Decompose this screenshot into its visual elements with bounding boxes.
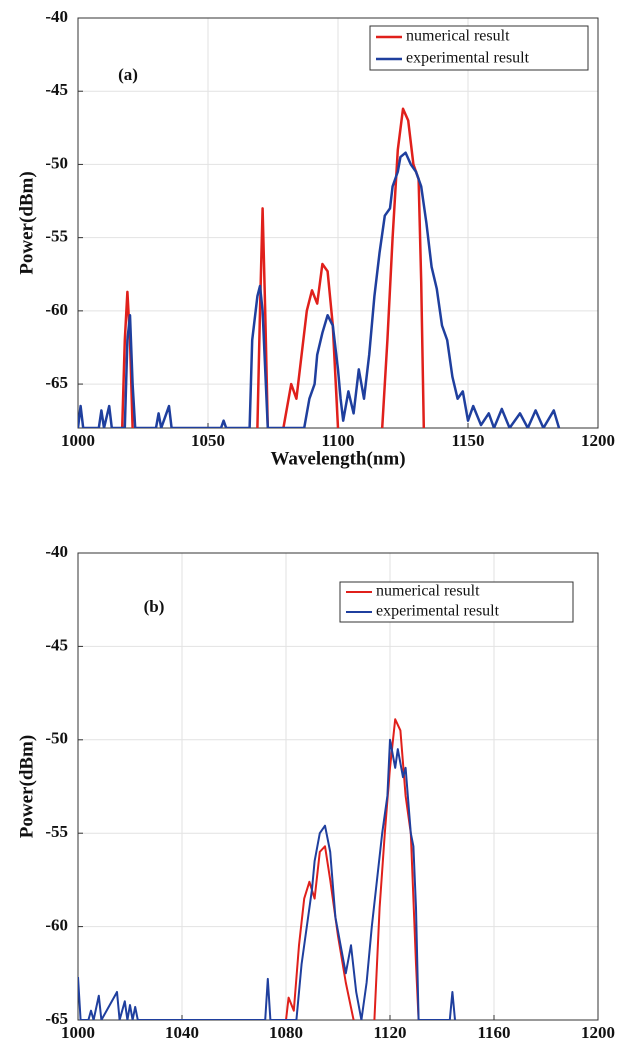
y-tick-label: -40 xyxy=(45,542,68,561)
x-tick-label: 1200 xyxy=(581,1023,615,1042)
y-tick-label: -50 xyxy=(45,729,68,748)
x-tick-label: 1160 xyxy=(477,1023,510,1042)
y-axis-label: Power(dBm) xyxy=(16,171,37,274)
chart: 1000 1040 1080 1120 1160 1200 -40 -45 -50 -55 -60 -… xyxy=(16,542,615,1042)
x-tick-label: 1000 xyxy=(61,431,95,450)
x-tick-label: 1000 xyxy=(61,1023,95,1042)
y-tick-label: -45 xyxy=(45,635,68,654)
legend-box xyxy=(369,25,589,71)
legend-label: experimental result xyxy=(406,50,530,67)
annotation: (a) xyxy=(118,65,138,84)
legend-label: numerical result xyxy=(406,28,510,45)
annotation: (b) xyxy=(144,597,165,616)
y-tick-label: -45 xyxy=(45,80,68,99)
x-tick-label: 1050 xyxy=(191,431,225,450)
y-tick-label: -40 xyxy=(45,7,68,26)
x-axis-label: Wavelength(nm) xyxy=(270,1040,405,1042)
legend-label: experimental result xyxy=(376,603,500,620)
x-tick-label: 1150 xyxy=(451,431,484,450)
y-tick-label: -55 xyxy=(45,822,68,841)
data-line xyxy=(78,738,456,1020)
legend-box xyxy=(339,581,574,623)
y-tick-label: -60 xyxy=(45,916,68,935)
data-line xyxy=(120,107,426,428)
x-tick-label: 1040 xyxy=(165,1023,199,1042)
x-tick-label: 1080 xyxy=(269,1023,303,1042)
data-line xyxy=(78,151,561,428)
y-tick-label: -50 xyxy=(45,153,68,172)
data-line xyxy=(285,718,420,1020)
chart: 1000 1050 1100 1150 1200 -40 -45 -50 -55 -60 -65 Wa… xyxy=(16,7,615,469)
x-tick-label: 1120 xyxy=(373,1023,406,1042)
legend-label: numerical result xyxy=(376,583,480,600)
y-tick-label: -55 xyxy=(45,227,68,246)
y-tick-label: -65 xyxy=(45,1009,68,1028)
y-axis-label: Power(dBm) xyxy=(16,735,37,838)
plot-frame xyxy=(77,552,599,1021)
x-axis-label: Wavelength(nm) xyxy=(270,448,405,469)
x-tick-label: 1100 xyxy=(321,431,354,450)
x-tick-label: 1200 xyxy=(581,431,615,450)
y-tick-label: -65 xyxy=(45,373,68,392)
y-tick-label: -60 xyxy=(45,300,68,319)
